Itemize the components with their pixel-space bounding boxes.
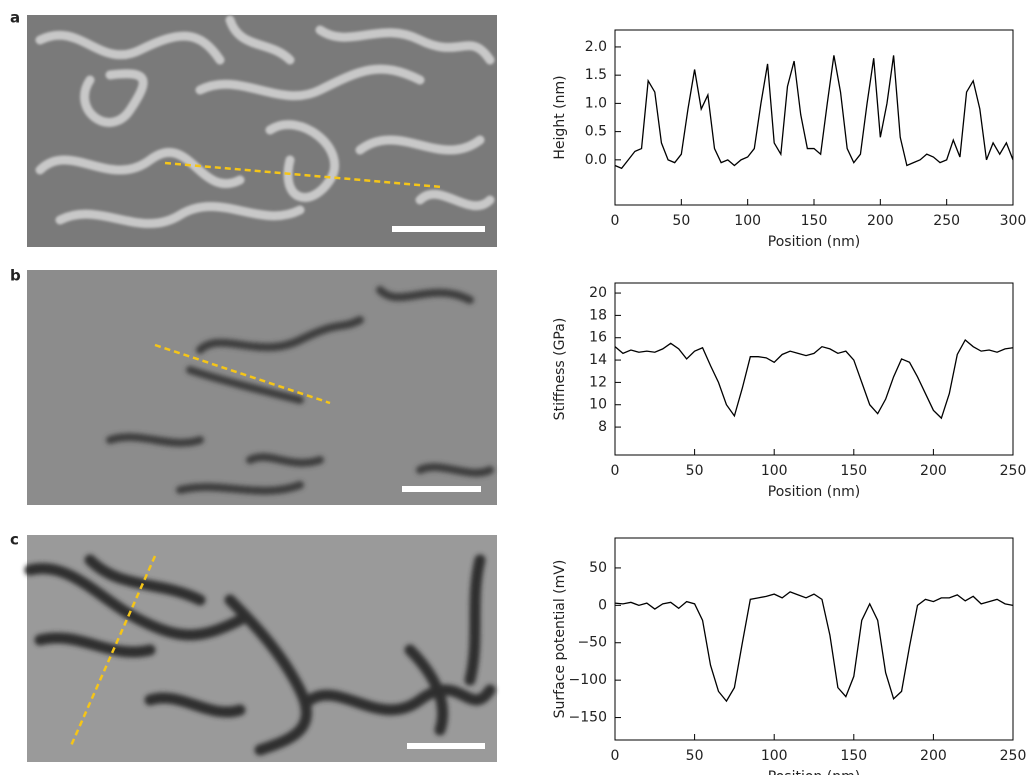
x-tick-label: 300 <box>1000 213 1027 229</box>
y-tick-label: 8 <box>598 419 607 435</box>
y-tick-label: −50 <box>577 635 607 651</box>
x-axis-label: Position (nm) <box>768 234 860 250</box>
plot-frame <box>615 538 1013 740</box>
y-tick-label: 14 <box>589 352 607 368</box>
x-tick-label: 250 <box>1000 748 1027 764</box>
x-tick-label: 50 <box>686 463 704 479</box>
y-tick-label: 1.5 <box>585 67 607 83</box>
afm-image-a <box>27 15 497 247</box>
figure: a0501001502002503000.00.51.01.52.0Positi… <box>0 0 1029 775</box>
x-tick-label: 0 <box>611 748 620 764</box>
y-tick-label: 16 <box>589 330 607 346</box>
profile-line <box>615 592 1013 701</box>
y-tick-label: −100 <box>569 672 607 688</box>
y-tick-label: 10 <box>589 397 607 413</box>
panel-label: b <box>10 267 21 285</box>
plot-frame <box>615 30 1013 205</box>
x-tick-label: 200 <box>920 748 947 764</box>
y-axis-label: Surface potential (mV) <box>552 560 568 719</box>
x-tick-label: 100 <box>761 463 788 479</box>
x-tick-label: 50 <box>672 213 690 229</box>
y-tick-label: −150 <box>569 710 607 726</box>
y-tick-label: 1.0 <box>585 95 607 111</box>
profile-line <box>615 55 1013 168</box>
y-tick-label: 0 <box>598 597 607 613</box>
plot-frame <box>615 283 1013 455</box>
panel-label: c <box>10 531 19 549</box>
y-axis-label: Height (nm) <box>552 75 568 159</box>
x-tick-label: 0 <box>611 213 620 229</box>
x-tick-label: 200 <box>867 213 894 229</box>
y-tick-label: 2.0 <box>585 39 607 55</box>
afm-image-b <box>27 270 497 505</box>
y-tick-label: 50 <box>589 560 607 576</box>
x-tick-label: 150 <box>840 463 867 479</box>
x-tick-label: 100 <box>761 748 788 764</box>
y-tick-label: 18 <box>589 307 607 323</box>
x-tick-label: 0 <box>611 463 620 479</box>
x-tick-label: 250 <box>933 213 960 229</box>
y-tick-label: 20 <box>589 285 607 301</box>
x-tick-label: 200 <box>920 463 947 479</box>
y-axis-label: Stiffness (GPa) <box>552 318 568 421</box>
x-axis-label: Position (nm) <box>768 484 860 500</box>
x-tick-label: 100 <box>734 213 761 229</box>
y-tick-label: 0.0 <box>585 152 607 168</box>
x-tick-label: 250 <box>1000 463 1027 479</box>
panel-label: a <box>10 9 20 27</box>
x-tick-label: 150 <box>840 748 867 764</box>
profile-line <box>615 340 1013 418</box>
x-tick-label: 50 <box>686 748 704 764</box>
y-tick-label: 0.5 <box>585 124 607 140</box>
x-axis-label: Position (nm) <box>768 769 860 775</box>
kpfm-image-c <box>27 535 497 762</box>
x-tick-label: 150 <box>801 213 828 229</box>
y-tick-label: 12 <box>589 374 607 390</box>
